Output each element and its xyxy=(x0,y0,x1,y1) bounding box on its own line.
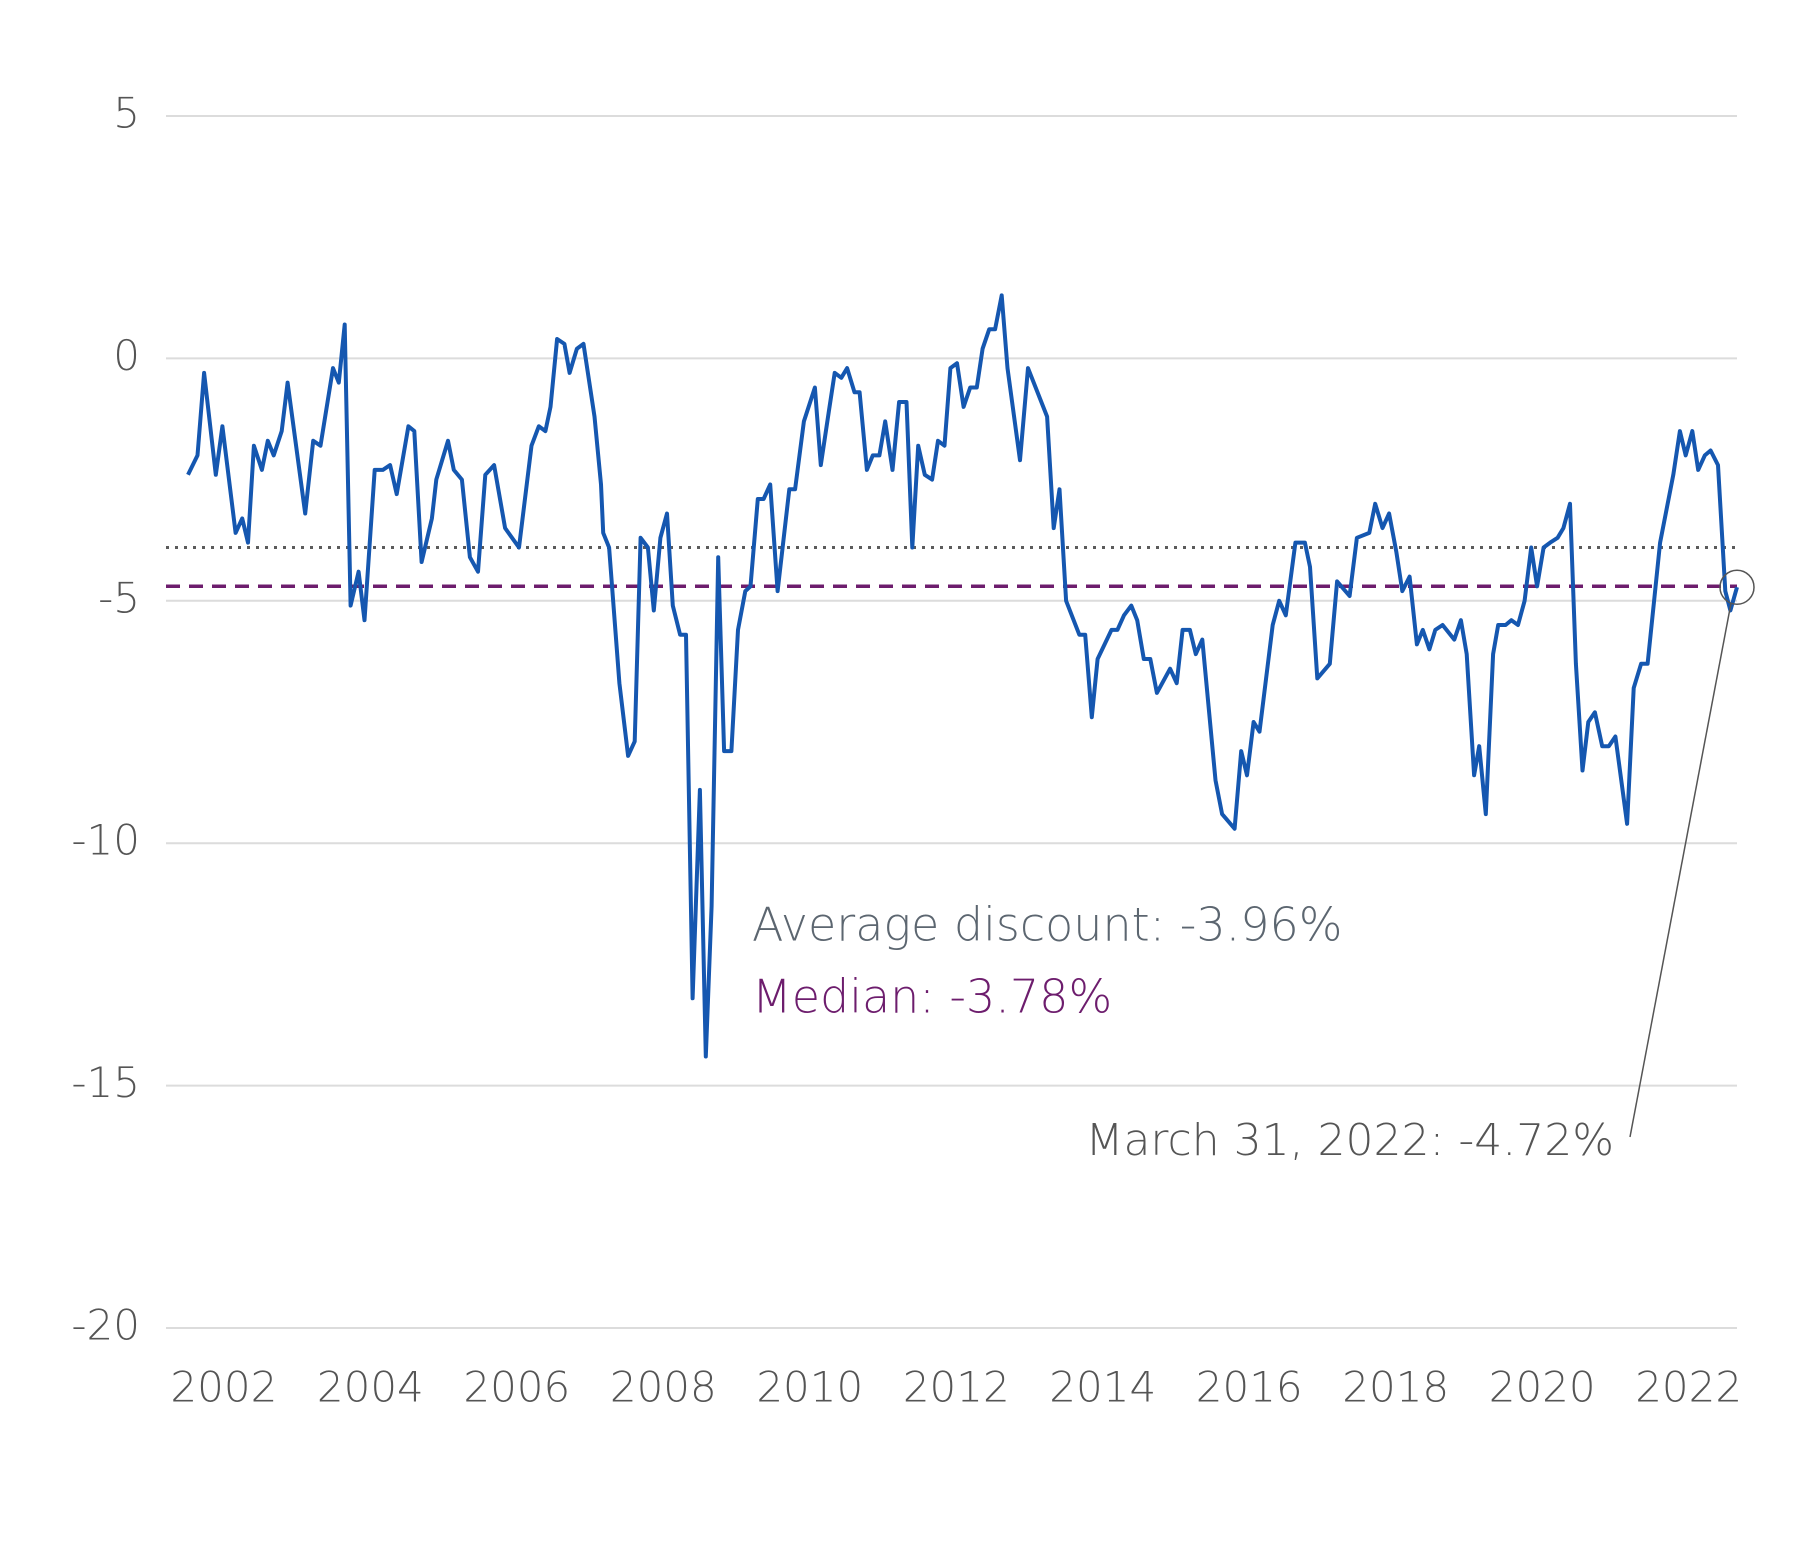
data-line xyxy=(186,293,1739,1059)
x-tick-label: 2006 xyxy=(463,1363,570,1412)
x-tick-label: 2020 xyxy=(1489,1363,1596,1412)
x-tick-label: 2014 xyxy=(1049,1363,1156,1412)
x-tick-label: 2004 xyxy=(317,1363,424,1412)
x-tick-label: 2018 xyxy=(1342,1363,1449,1412)
y-tick-label: -15 xyxy=(71,1058,140,1107)
annotation: Median: -3.78% xyxy=(752,970,1112,1024)
y-tick-label: 5 xyxy=(113,89,140,138)
x-tick-label: 2008 xyxy=(610,1363,717,1412)
x-tick-label: 2012 xyxy=(903,1363,1010,1412)
y-tick-label: -20 xyxy=(71,1301,140,1350)
callout-leader xyxy=(1629,603,1732,1138)
callout-label: March 31, 2022: -4.72% xyxy=(1085,1115,1614,1166)
annotation: Average discount: -3.96% xyxy=(752,898,1343,952)
x-tick-label: 2022 xyxy=(1635,1363,1742,1412)
x-tick-label: 2002 xyxy=(170,1363,277,1412)
y-tick-label: 0 xyxy=(113,331,140,380)
callout-marker xyxy=(1719,569,1755,605)
y-tick-label: -10 xyxy=(71,816,140,865)
x-tick-label: 2016 xyxy=(1196,1363,1303,1412)
x-tick-label: 2010 xyxy=(756,1363,863,1412)
y-tick-label: -5 xyxy=(98,573,140,622)
